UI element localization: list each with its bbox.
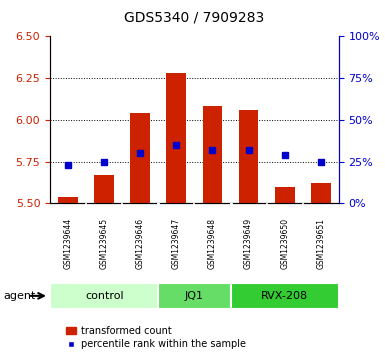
- Bar: [239, 110, 258, 203]
- Text: RVX-208: RVX-208: [261, 291, 308, 301]
- Text: GSM1239650: GSM1239650: [280, 218, 289, 269]
- Bar: [58, 197, 78, 203]
- Bar: [311, 183, 331, 203]
- Bar: [131, 113, 150, 203]
- Bar: [166, 73, 186, 203]
- Text: GSM1239644: GSM1239644: [64, 218, 73, 269]
- Text: JQ1: JQ1: [185, 291, 204, 301]
- Bar: [231, 283, 339, 309]
- Bar: [50, 283, 158, 309]
- Bar: [275, 187, 295, 203]
- Text: GSM1239646: GSM1239646: [136, 218, 145, 269]
- Text: agent: agent: [4, 291, 36, 301]
- Legend: transformed count, percentile rank within the sample: transformed count, percentile rank withi…: [62, 322, 250, 353]
- Text: GSM1239649: GSM1239649: [244, 218, 253, 269]
- Bar: [158, 283, 231, 309]
- Text: GDS5340 / 7909283: GDS5340 / 7909283: [124, 11, 264, 25]
- Text: GSM1239645: GSM1239645: [100, 218, 109, 269]
- Bar: [94, 175, 114, 203]
- Text: GSM1239651: GSM1239651: [316, 218, 325, 269]
- Text: GSM1239648: GSM1239648: [208, 218, 217, 269]
- Text: GSM1239647: GSM1239647: [172, 218, 181, 269]
- Text: control: control: [85, 291, 124, 301]
- Bar: [203, 106, 223, 203]
